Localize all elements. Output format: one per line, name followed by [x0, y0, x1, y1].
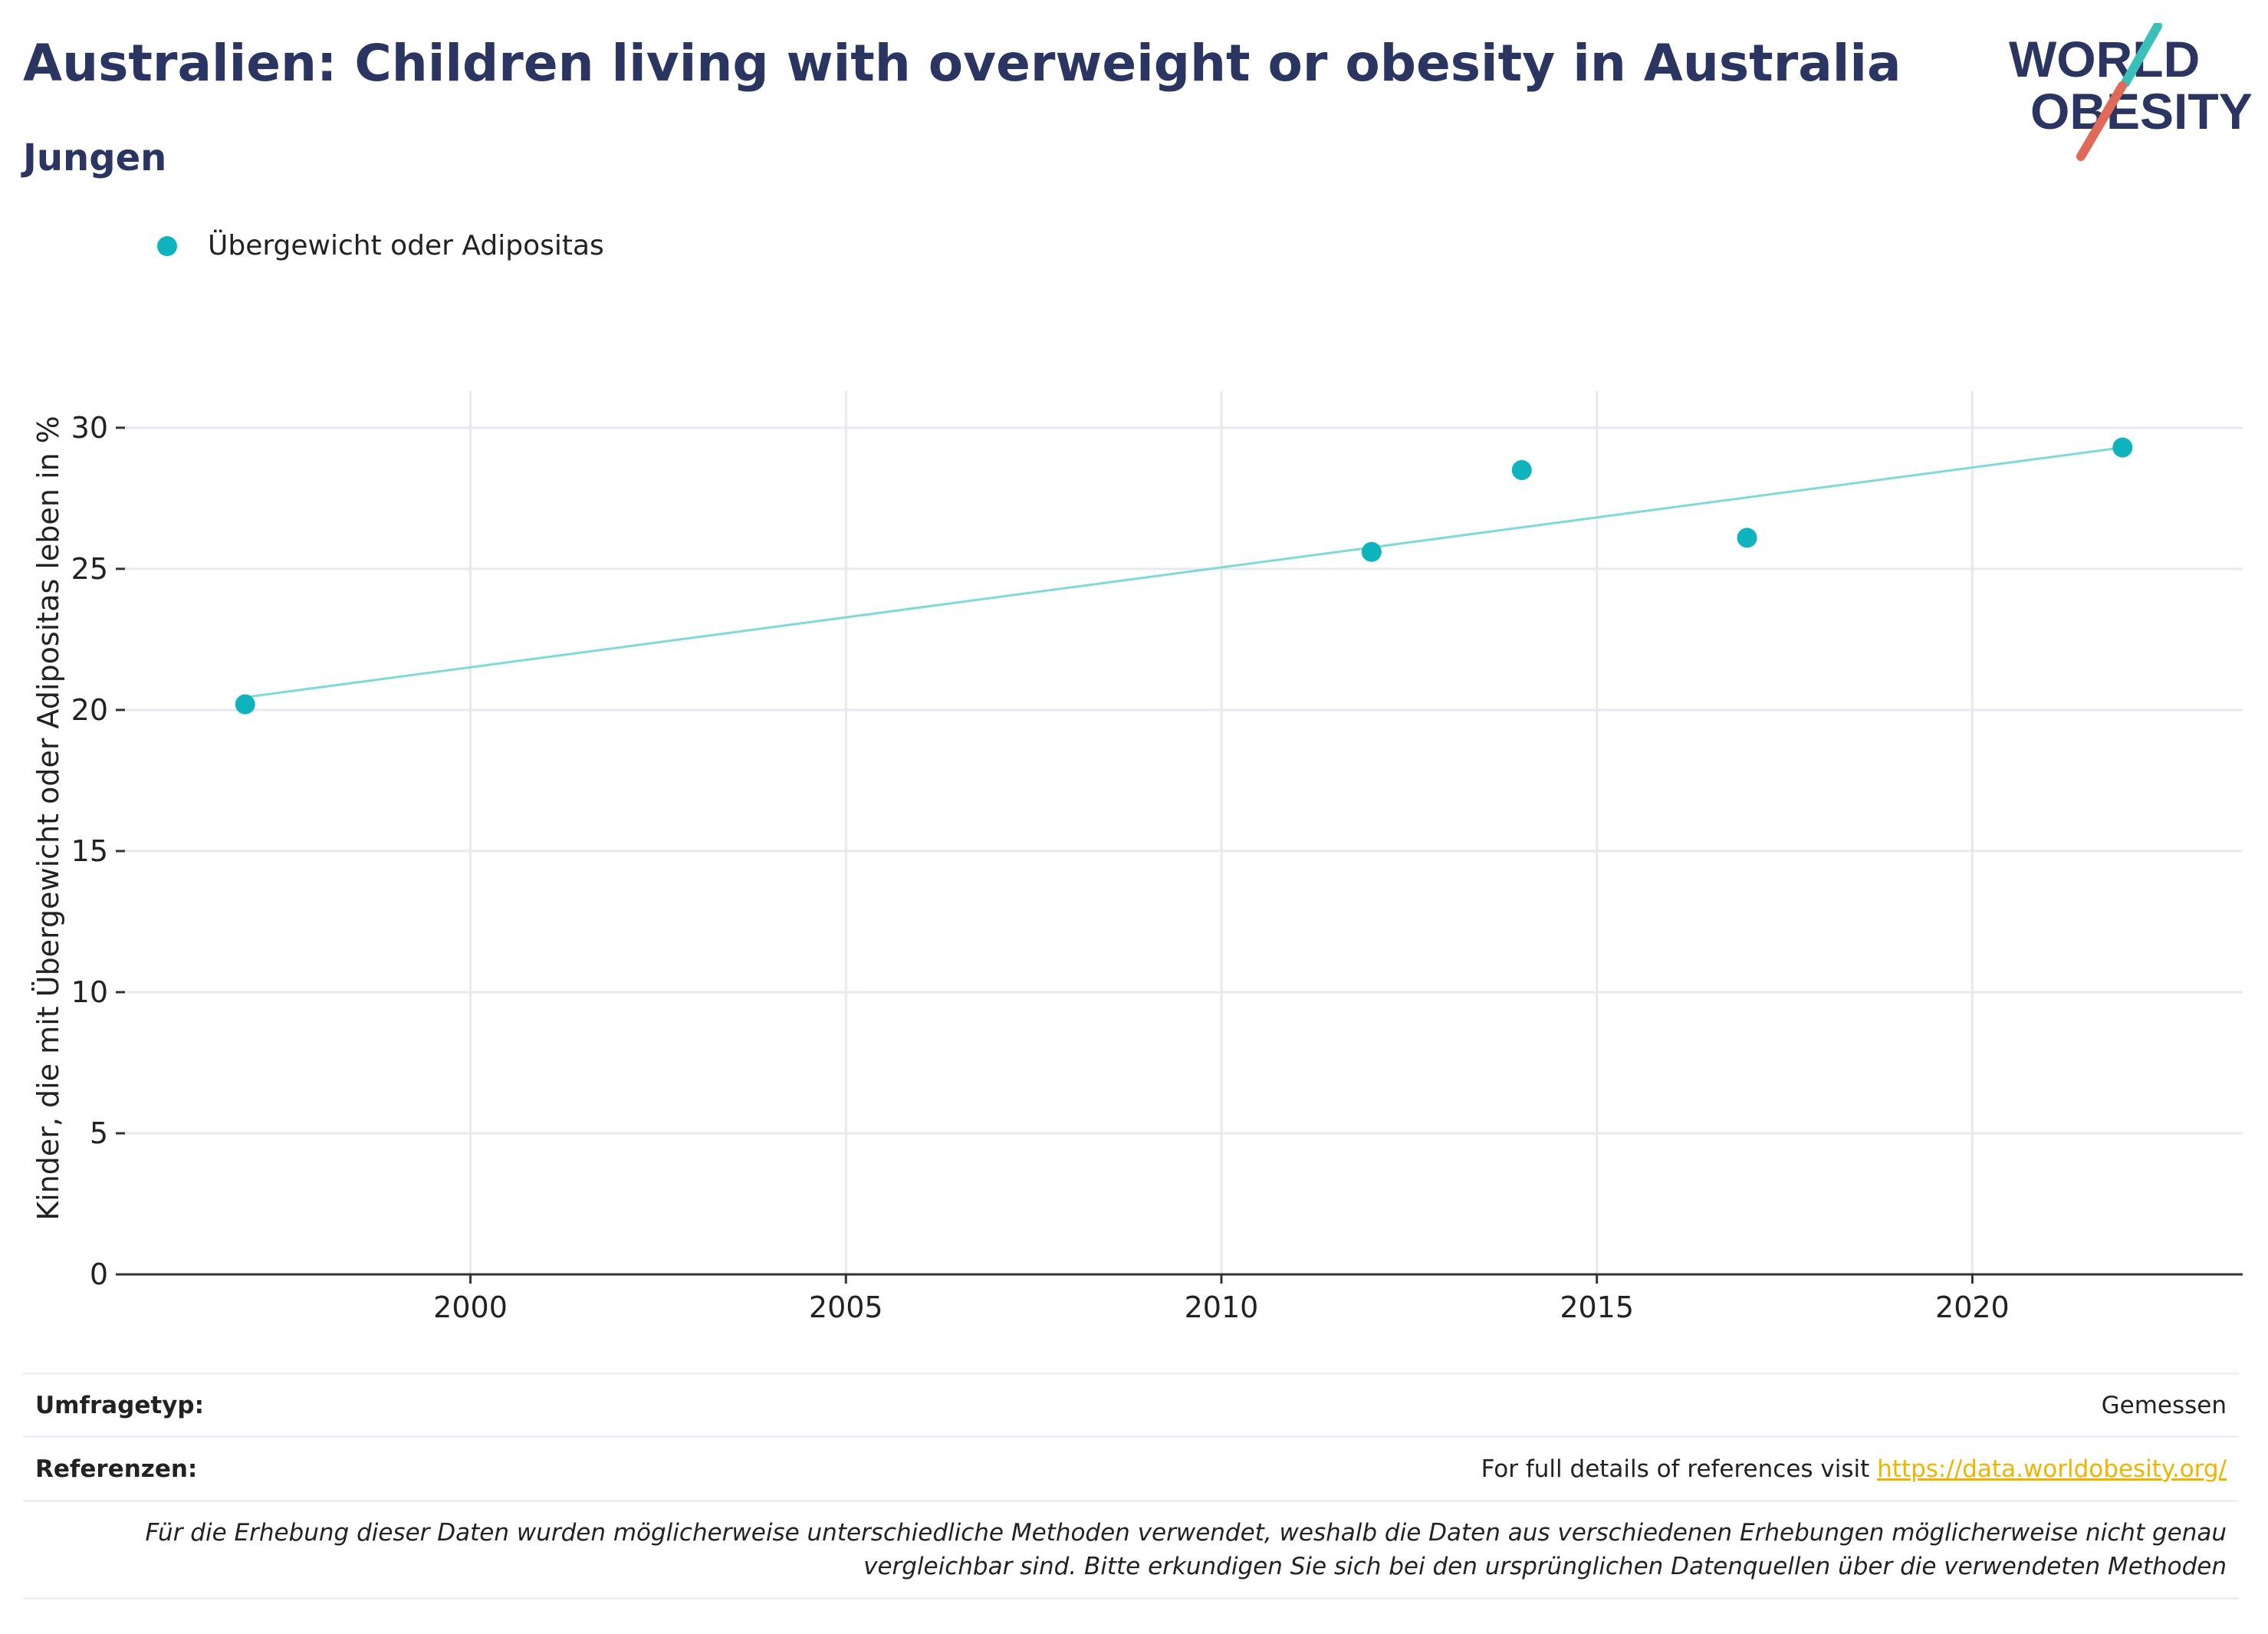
logo-slash-teal: [2121, 23, 2162, 87]
grid-layer: [125, 391, 2243, 1274]
legend-label: Übergewicht oder Adipositas: [208, 230, 604, 261]
legend-marker-icon: [157, 235, 177, 256]
x-tick-label: 2020: [1935, 1290, 2010, 1324]
data-point: [235, 694, 255, 715]
y-tick-label: 30: [71, 411, 108, 445]
points-layer: [235, 437, 2133, 715]
trend-layer: [245, 446, 2123, 699]
y-axis-label: Kinder, die mit Übergewicht oder Adiposi…: [31, 416, 65, 1221]
x-tick-label: 2005: [809, 1290, 883, 1324]
survey-type-label: Umfragetyp:: [35, 1391, 204, 1419]
y-tick-label: 0: [90, 1258, 108, 1291]
page-title: Australien: Children living with overwei…: [23, 34, 1902, 93]
survey-type-value: Gemessen: [2101, 1391, 2227, 1419]
x-tick-label: 2015: [1560, 1290, 1634, 1324]
chart-legend[interactable]: Übergewicht oder Adipositas: [157, 230, 604, 261]
x-tick-label: 2000: [433, 1290, 508, 1324]
references-link[interactable]: https://data.worldobesity.org/: [1877, 1455, 2227, 1483]
y-tick-label: 15: [71, 834, 108, 868]
x-tick-label: 2010: [1185, 1290, 1259, 1324]
data-point: [1361, 541, 1382, 562]
axis-layer: 2000 2005 2010 2015 2020 0 5 10 15 20 25 30: [71, 411, 2243, 1324]
y-tick-label: 5: [90, 1116, 108, 1150]
y-tick-label: 20: [71, 693, 108, 727]
survey-row: Umfragetyp: Gemessen: [23, 1373, 2239, 1435]
references-text: For full details of references visit: [1481, 1455, 1878, 1483]
world-obesity-logo: WORLD OBESITY: [2009, 23, 2253, 161]
trend-line: [245, 446, 2123, 699]
note-line-1: Für die Erhebung dieser Daten wurden mög…: [145, 1519, 2227, 1547]
data-point: [1511, 460, 1532, 481]
references-label: Referenzen:: [35, 1455, 198, 1483]
logo-text-obesity: OBESITY: [2030, 83, 2253, 140]
note-line-2: vergleichbar sind. Bitte erkundigen Sie …: [863, 1553, 2227, 1580]
scatter-chart: 2000 2005 2010 2015 2020 0 5 10 15 20 25 30 Kinder,…: [31, 391, 2243, 1324]
footer-table: Umfragetyp: Gemessen Referenzen: For ful…: [23, 1373, 2239, 1599]
data-point: [1737, 528, 1757, 548]
y-tick-label: 10: [71, 975, 108, 1009]
references-row: Referenzen: For full details of referenc…: [23, 1435, 2239, 1500]
logo-text-world: WORLD: [2009, 31, 2200, 87]
methodology-note: Für die Erhebung dieser Daten wurden mög…: [23, 1500, 2239, 1599]
y-tick-label: 25: [71, 552, 108, 586]
data-point: [2112, 437, 2133, 458]
references-value: For full details of references visit htt…: [1481, 1455, 2239, 1483]
logo-slash-red: [2076, 81, 2127, 161]
page-subtitle: Jungen: [23, 136, 167, 179]
